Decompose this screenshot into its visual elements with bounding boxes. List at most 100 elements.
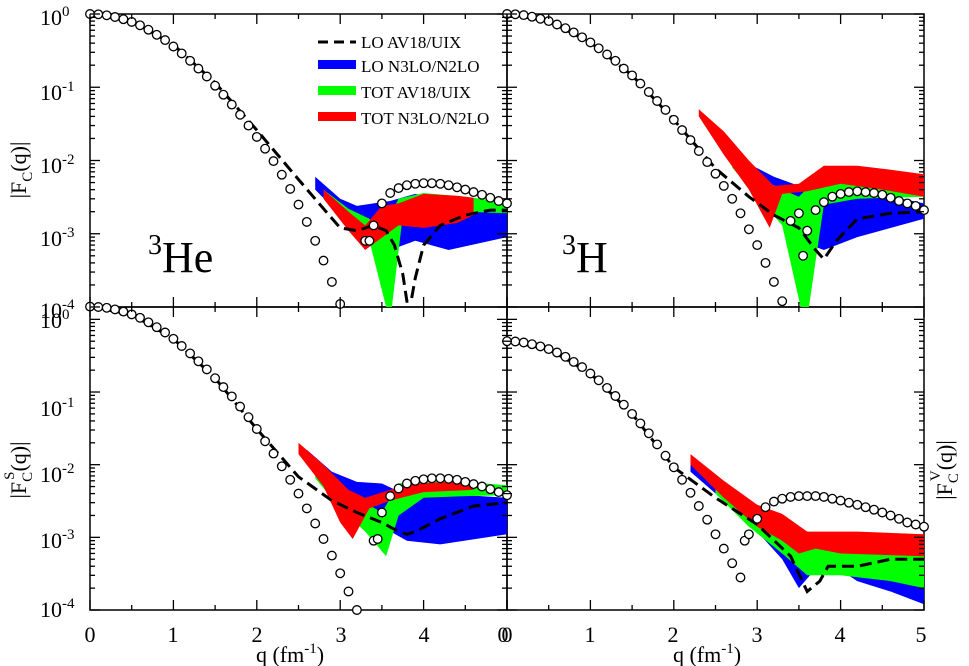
data-point — [151, 322, 162, 333]
data-point — [785, 491, 796, 502]
data-point — [318, 534, 329, 544]
x-tick-label: 2 — [252, 622, 263, 647]
data-point — [727, 193, 738, 204]
band-tot-n3lo — [690, 454, 924, 557]
x-tick-label: 3 — [752, 622, 763, 647]
data-point — [468, 479, 479, 490]
y-tick-label: 10-4 — [40, 297, 75, 323]
data-point — [627, 70, 638, 81]
data-point — [793, 491, 804, 502]
data-point — [860, 187, 871, 198]
data-point — [410, 178, 421, 189]
data-point — [468, 187, 479, 198]
legend-swatch-tot-n3lo — [318, 112, 356, 121]
data-point — [660, 104, 671, 115]
curve-lo-av18 — [89, 12, 507, 303]
data-point — [218, 89, 229, 100]
data-point — [243, 412, 254, 423]
data-point — [643, 87, 654, 97]
data-point — [577, 32, 588, 43]
data-point — [643, 428, 654, 439]
data-point — [268, 448, 279, 459]
data-point — [535, 13, 546, 24]
data-point — [535, 341, 546, 352]
x-tick-label: 3 — [336, 622, 347, 647]
data-point — [885, 192, 896, 203]
nucleus-label-he: 3He — [148, 230, 213, 282]
data-point — [418, 474, 429, 485]
data-point — [502, 198, 512, 209]
nucleus-label-h: 3H — [562, 230, 608, 282]
data-point — [802, 225, 813, 236]
data-point — [518, 337, 529, 348]
data-point — [435, 473, 446, 484]
data-point — [426, 473, 437, 484]
data-point — [376, 507, 387, 518]
data-point — [268, 156, 279, 167]
data-point — [452, 182, 462, 193]
data-point — [118, 14, 129, 25]
data-point — [735, 572, 746, 583]
data-point — [668, 114, 679, 125]
data-point — [235, 401, 246, 412]
data-point — [260, 436, 271, 447]
data-point — [877, 507, 888, 518]
data-point — [910, 200, 921, 211]
data-point — [752, 513, 763, 524]
data-point — [677, 474, 688, 485]
data-point — [326, 276, 337, 287]
data-point — [410, 475, 421, 486]
data-point — [118, 306, 129, 317]
data-point — [752, 240, 763, 251]
data-point — [193, 356, 204, 367]
data-point — [201, 71, 212, 82]
x-tick-label: 2 — [668, 622, 679, 647]
data-point — [919, 521, 929, 532]
y-tick-label: 10-1 — [40, 395, 75, 421]
data-point — [260, 143, 271, 154]
data-point — [793, 208, 804, 219]
data-point — [560, 23, 571, 34]
data-point — [718, 543, 729, 554]
data-point — [777, 493, 788, 504]
x-tick-label: 4 — [419, 622, 430, 647]
x-tick-labels-right: 0 1 2 3 4 5 — [502, 622, 927, 647]
x-tick-label: 0 — [502, 622, 513, 647]
data-point — [602, 49, 613, 60]
band-tot-n3lo — [323, 189, 474, 250]
data-point — [818, 491, 829, 502]
data-point — [393, 483, 404, 494]
data-point — [810, 491, 821, 502]
data-point — [635, 78, 646, 89]
y-tick-label: 10-1 — [40, 79, 75, 105]
data-point — [577, 362, 588, 373]
data-point — [101, 10, 112, 21]
exp-points — [85, 301, 512, 615]
data-point — [777, 296, 788, 307]
data-point — [798, 250, 809, 261]
data-point — [527, 11, 537, 22]
plot-layer — [85, 9, 929, 615]
data-point — [735, 208, 746, 219]
data-point — [502, 490, 512, 501]
data-point — [710, 529, 721, 540]
exp-points — [502, 9, 929, 307]
data-point — [135, 20, 145, 31]
data-point — [718, 180, 729, 191]
data-point — [810, 205, 821, 216]
data-point — [293, 199, 304, 210]
data-point — [385, 491, 396, 502]
band-tot-n3lo — [298, 442, 474, 539]
data-point — [835, 495, 846, 506]
data-point — [160, 327, 171, 338]
data-point — [168, 333, 179, 344]
data-point — [768, 276, 779, 287]
legend-label: LO N3LO/N2LO — [361, 57, 480, 76]
data-point — [393, 183, 404, 194]
data-point — [593, 43, 604, 54]
data-point — [618, 399, 629, 410]
data-point — [372, 534, 383, 544]
data-point — [168, 41, 179, 52]
data-point — [485, 192, 496, 203]
data-point — [276, 169, 287, 180]
